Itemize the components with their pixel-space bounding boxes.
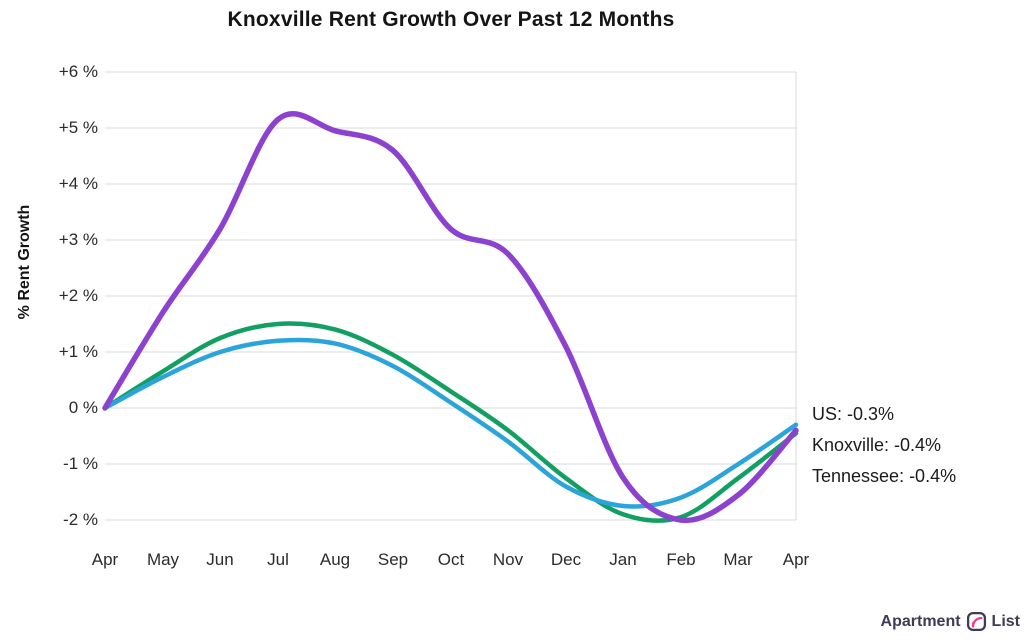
y-tick-label: +3 %: [58, 230, 98, 249]
x-tick-label: Apr: [782, 550, 810, 569]
y-tick-label: +6 %: [58, 62, 98, 81]
chart-title: Knoxville Rent Growth Over Past 12 Month…: [227, 8, 675, 31]
y-tick-label: -1 %: [63, 454, 98, 473]
end-label-us: US: -0.3%: [812, 404, 895, 424]
x-tick-label: Feb: [666, 550, 696, 569]
logo-text-apartment: Apartment: [880, 612, 961, 630]
y-tick-label: 0 %: [68, 398, 98, 417]
series-line-knoxville: [102, 111, 799, 524]
y-tick-label: +5 %: [58, 118, 98, 137]
y-tick-label: +4 %: [58, 174, 98, 193]
apartment-list-logo: Apartment List: [881, 611, 1020, 632]
y-tick-label: +1 %: [58, 342, 98, 361]
end-label-tennessee: Tennessee: -0.4%: [812, 466, 957, 486]
x-tick-label: Jul: [267, 550, 289, 569]
x-tick-label: Nov: [492, 550, 524, 569]
x-tick-label: May: [146, 550, 180, 569]
x-tick-label: Oct: [437, 550, 465, 569]
x-tick-label: Jun: [206, 550, 234, 569]
end-label-knoxville: Knoxville: -0.4%: [812, 435, 942, 455]
x-tick-label: Dec: [550, 550, 582, 569]
y-tick-label: +2 %: [58, 286, 98, 305]
x-tick-label: Sep: [377, 550, 409, 569]
apartment-list-logo-icon: [966, 611, 987, 632]
y-axis-title: % Rent Growth: [16, 204, 33, 320]
logo-text-list: List: [991, 612, 1020, 630]
y-tick-label: -2 %: [63, 510, 98, 529]
series-line-us: [102, 337, 799, 509]
x-tick-label: Apr: [91, 550, 119, 569]
x-tick-label: Mar: [723, 550, 753, 569]
series-line-tennessee: [102, 321, 799, 523]
x-tick-label: Jan: [609, 550, 637, 569]
x-tick-label: Aug: [319, 550, 351, 569]
